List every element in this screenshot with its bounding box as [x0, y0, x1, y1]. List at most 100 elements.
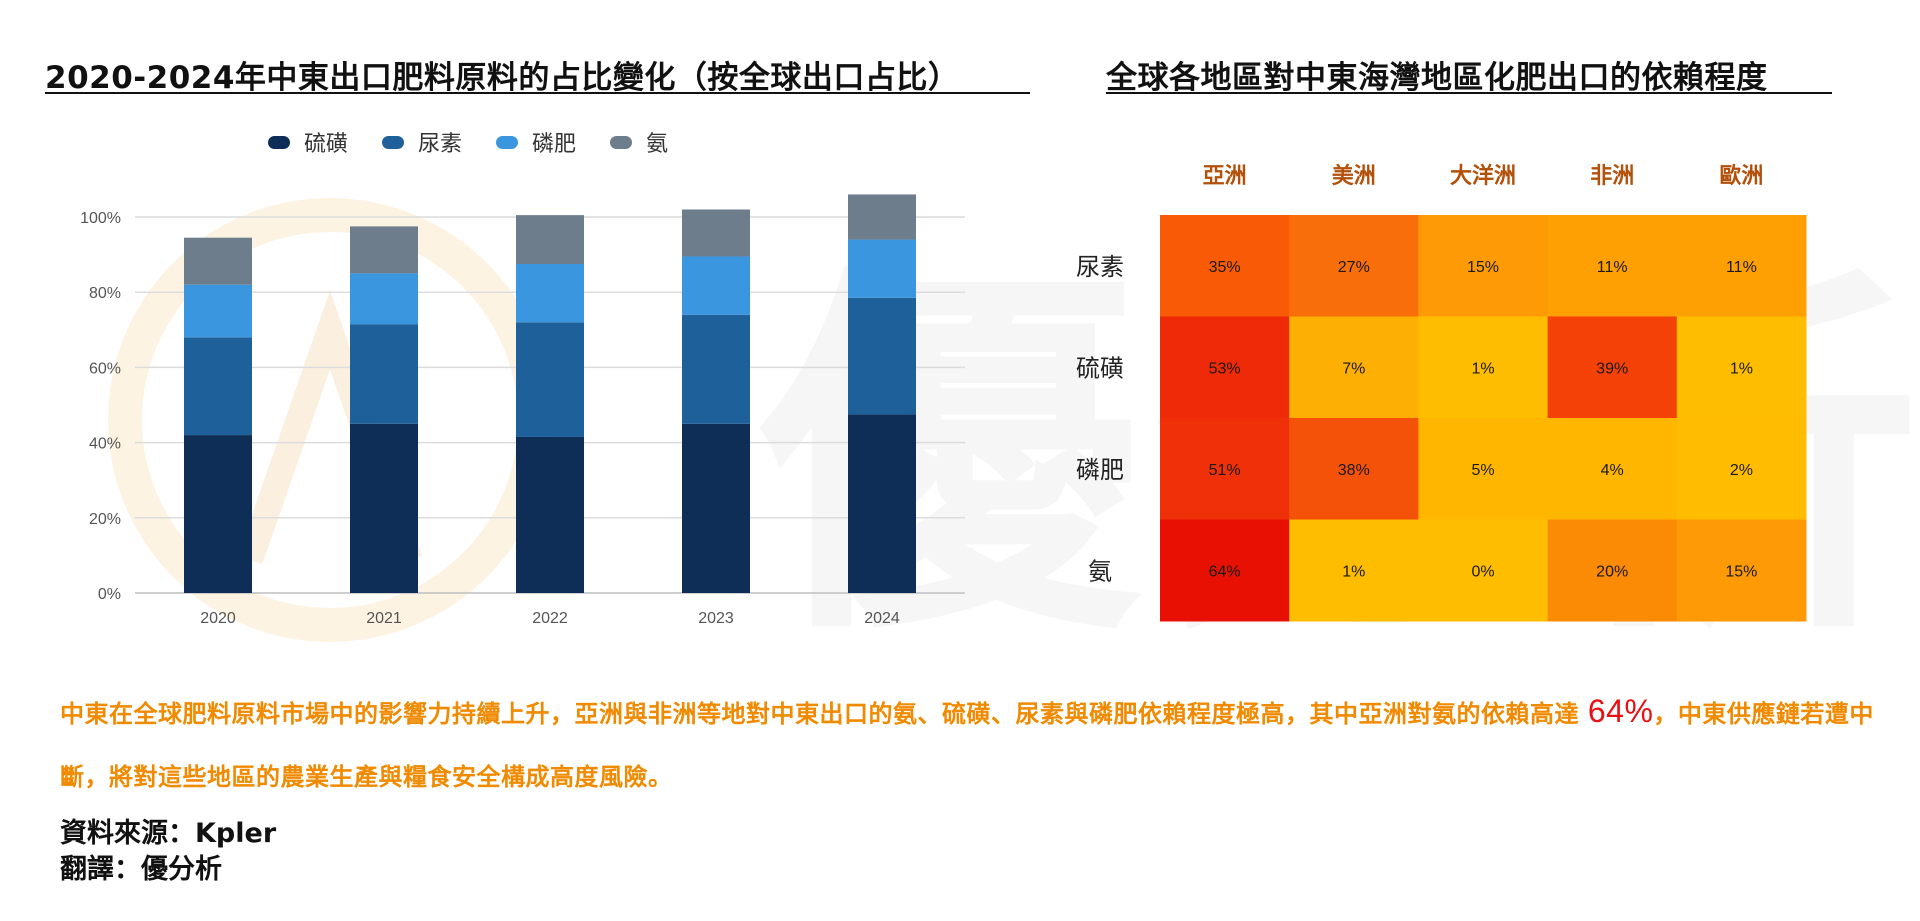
heatmap-cell-value: 27%	[1338, 259, 1370, 276]
heatmap-cell-value: 53%	[1209, 360, 1241, 377]
heatmap-column-label: 大洋洲	[1450, 163, 1516, 188]
legend-swatch	[610, 135, 633, 149]
y-tick-label: 80%	[89, 285, 121, 302]
heatmap-cell	[1676, 316, 1807, 419]
bar-segment	[350, 324, 418, 424]
data-source: 資料來源：Kpler	[60, 818, 277, 849]
heatmap-cell	[1160, 418, 1290, 520]
legend-label: 氨	[646, 132, 669, 157]
x-tick-label: 2021	[366, 610, 402, 627]
summary-part-2: ，中東供應鏈若遭中斷，將對這些地區的農業生產與糧食安全構成高度風險。	[60, 700, 1874, 791]
heatmap-cell	[1418, 418, 1549, 520]
bar-segment	[350, 423, 418, 593]
heatmap-cell	[1676, 519, 1807, 622]
heatmap-cell	[1547, 215, 1678, 317]
right-chart-title: 全球各地區對中東海灣地區化肥出口的依賴程度	[1106, 60, 1768, 96]
bar-segment	[682, 256, 750, 315]
legend-item: 尿素	[382, 126, 462, 158]
translation-credit: 翻譯：優分析	[60, 854, 222, 885]
heatmap-cell	[1289, 519, 1419, 622]
legend-item: 磷肥	[496, 126, 576, 158]
heatmap-cell-value: 11%	[1726, 259, 1757, 276]
bar-segment	[184, 435, 252, 593]
legend-item: 硫磺	[268, 126, 348, 158]
heatmap-cell-value: 51%	[1209, 462, 1241, 479]
heatmap-cell-value: 1%	[1342, 563, 1365, 580]
bar-segment	[184, 337, 252, 436]
summary-text: 中東在全球肥料原料市場中的影響力持續上升，亞洲與非洲等地對中東出口的氨、硫磺、尿…	[60, 680, 1880, 809]
legend-label: 磷肥	[532, 132, 577, 157]
heatmap-cell-value: 39%	[1596, 360, 1628, 377]
heatmap-cell	[1418, 215, 1549, 317]
summary-highlight: 64%	[1587, 693, 1654, 729]
y-tick-label: 40%	[89, 436, 121, 453]
heatmap-cell-value: 20%	[1596, 563, 1628, 580]
legend-label: 硫磺	[304, 132, 349, 157]
heatmap-row-label: 尿素	[1076, 254, 1124, 281]
bar-segment	[682, 423, 750, 593]
heatmap-row-label: 硫磺	[1076, 355, 1124, 382]
x-tick-label: 2024	[864, 610, 900, 627]
x-tick-label: 2020	[200, 610, 236, 627]
heatmap-cell-value: 1%	[1730, 360, 1753, 377]
y-tick-label: 20%	[89, 511, 121, 528]
heatmap-cell	[1547, 418, 1678, 520]
bar-segment	[848, 297, 916, 415]
bar-segment	[184, 284, 252, 338]
bar-segment	[350, 273, 418, 325]
legend-item: 氨	[610, 126, 668, 158]
heatmap-cell-value: 15%	[1467, 259, 1499, 276]
heatmap-cell-value: 5%	[1471, 462, 1494, 479]
bar-segment	[184, 237, 252, 285]
bar-segment	[516, 215, 584, 264]
x-tick-label: 2023	[698, 610, 734, 627]
heatmap-cell-value: 1%	[1471, 360, 1494, 377]
heatmap-cell	[1418, 316, 1549, 419]
heatmap-cell	[1676, 215, 1807, 317]
right-title-underline	[1106, 92, 1832, 94]
bar-segment	[516, 322, 584, 437]
bar-segment	[350, 226, 418, 274]
heatmap-column-label: 亞洲	[1203, 163, 1247, 188]
heatmap-cell	[1160, 316, 1290, 419]
legend-swatch	[496, 135, 519, 149]
heatmap-cell-value: 38%	[1338, 462, 1370, 479]
heatmap-cell	[1289, 418, 1419, 520]
heatmap-cell	[1676, 418, 1807, 520]
heatmap-cell-value: 11%	[1597, 259, 1628, 276]
heatmap-cell	[1289, 316, 1419, 419]
legend-swatch	[382, 135, 405, 149]
heatmap-cell	[1160, 215, 1290, 317]
y-tick-label: 100%	[80, 210, 121, 227]
heatmap-cell-value: 4%	[1601, 462, 1624, 479]
heatmap-column-label: 非洲	[1590, 163, 1634, 188]
heatmap-cell	[1160, 519, 1290, 622]
legend-label: 尿素	[418, 132, 463, 157]
heatmap-cell	[1418, 519, 1549, 622]
heatmap-cell-value: 15%	[1725, 563, 1757, 580]
heatmap-cell	[1289, 215, 1419, 317]
heatmap-cell	[1547, 316, 1678, 419]
bar-segment	[682, 209, 750, 257]
source-block: 資料來源：Kpler 翻譯：優分析	[60, 816, 276, 888]
heatmap-row-label: 氨	[1088, 558, 1112, 585]
bar-segment	[848, 414, 916, 593]
legend-swatch	[268, 135, 290, 149]
bar-segment	[848, 239, 916, 298]
summary-part-1: 中東在全球肥料原料市場中的影響力持續上升，亞洲與非洲等地對中東出口的氨、硫磺、尿…	[60, 700, 1588, 728]
heatmap-column-label: 美洲	[1332, 163, 1376, 188]
heatmap-cell-value: 0%	[1471, 563, 1494, 580]
heatmap-cell-value: 64%	[1209, 563, 1241, 580]
bar-segment	[516, 436, 584, 593]
bar-chart-legend: 硫磺 尿素 磷肥 氨	[268, 126, 668, 158]
heatmap-cell	[1547, 519, 1678, 622]
y-tick-label: 60%	[89, 360, 121, 377]
x-tick-label: 2022	[532, 610, 568, 627]
bar-segment	[516, 264, 584, 323]
heatmap-cell-value: 7%	[1342, 360, 1365, 377]
y-tick-label: 0%	[98, 586, 121, 603]
heatmap-cell-value: 35%	[1209, 259, 1241, 276]
heatmap-row-label: 磷肥	[1076, 457, 1124, 484]
